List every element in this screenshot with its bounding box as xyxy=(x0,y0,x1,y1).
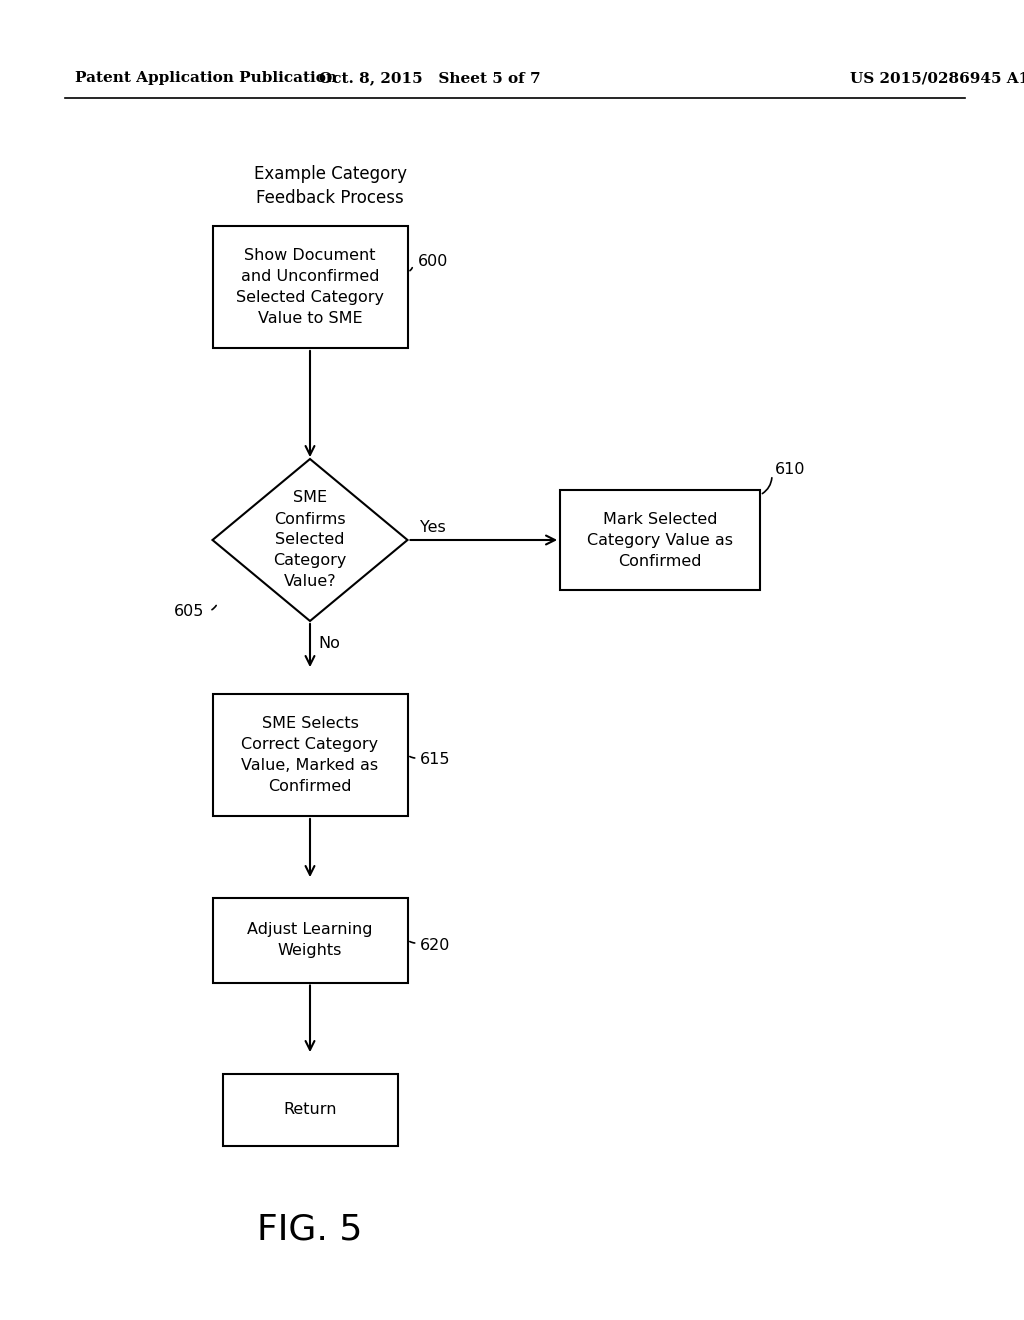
Bar xyxy=(213,898,408,982)
Text: 600: 600 xyxy=(418,255,449,269)
Text: Mark Selected
Category Value as
Confirmed: Mark Selected Category Value as Confirme… xyxy=(587,511,733,569)
Text: Adjust Learning
Weights: Adjust Learning Weights xyxy=(247,921,373,958)
Polygon shape xyxy=(213,459,408,620)
Text: Show Document
and Unconfirmed
Selected Category
Value to SME: Show Document and Unconfirmed Selected C… xyxy=(236,248,384,326)
Text: Return: Return xyxy=(284,1102,337,1118)
Text: No: No xyxy=(318,636,340,651)
Bar xyxy=(222,1074,397,1146)
Text: 615: 615 xyxy=(420,752,450,767)
Text: 620: 620 xyxy=(420,937,450,953)
Text: Patent Application Publication: Patent Application Publication xyxy=(75,71,337,84)
Text: US 2015/0286945 A1: US 2015/0286945 A1 xyxy=(850,71,1024,84)
Text: Yes: Yes xyxy=(420,520,445,536)
Text: SME Selects
Correct Category
Value, Marked as
Confirmed: SME Selects Correct Category Value, Mark… xyxy=(242,715,379,795)
Text: Oct. 8, 2015   Sheet 5 of 7: Oct. 8, 2015 Sheet 5 of 7 xyxy=(319,71,541,84)
Text: Example Category
Feedback Process: Example Category Feedback Process xyxy=(254,165,407,207)
Bar xyxy=(213,226,408,348)
Bar xyxy=(213,694,408,816)
Text: 610: 610 xyxy=(775,462,806,478)
Text: SME
Confirms
Selected
Category
Value?: SME Confirms Selected Category Value? xyxy=(273,491,347,590)
Bar xyxy=(560,490,760,590)
Text: 605: 605 xyxy=(174,603,205,619)
Text: FIG. 5: FIG. 5 xyxy=(257,1213,362,1247)
